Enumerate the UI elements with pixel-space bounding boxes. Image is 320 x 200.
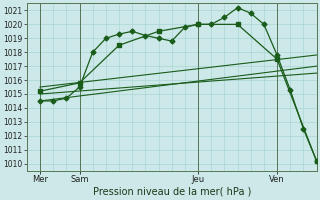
X-axis label: Pression niveau de la mer( hPa ): Pression niveau de la mer( hPa ) bbox=[92, 187, 251, 197]
